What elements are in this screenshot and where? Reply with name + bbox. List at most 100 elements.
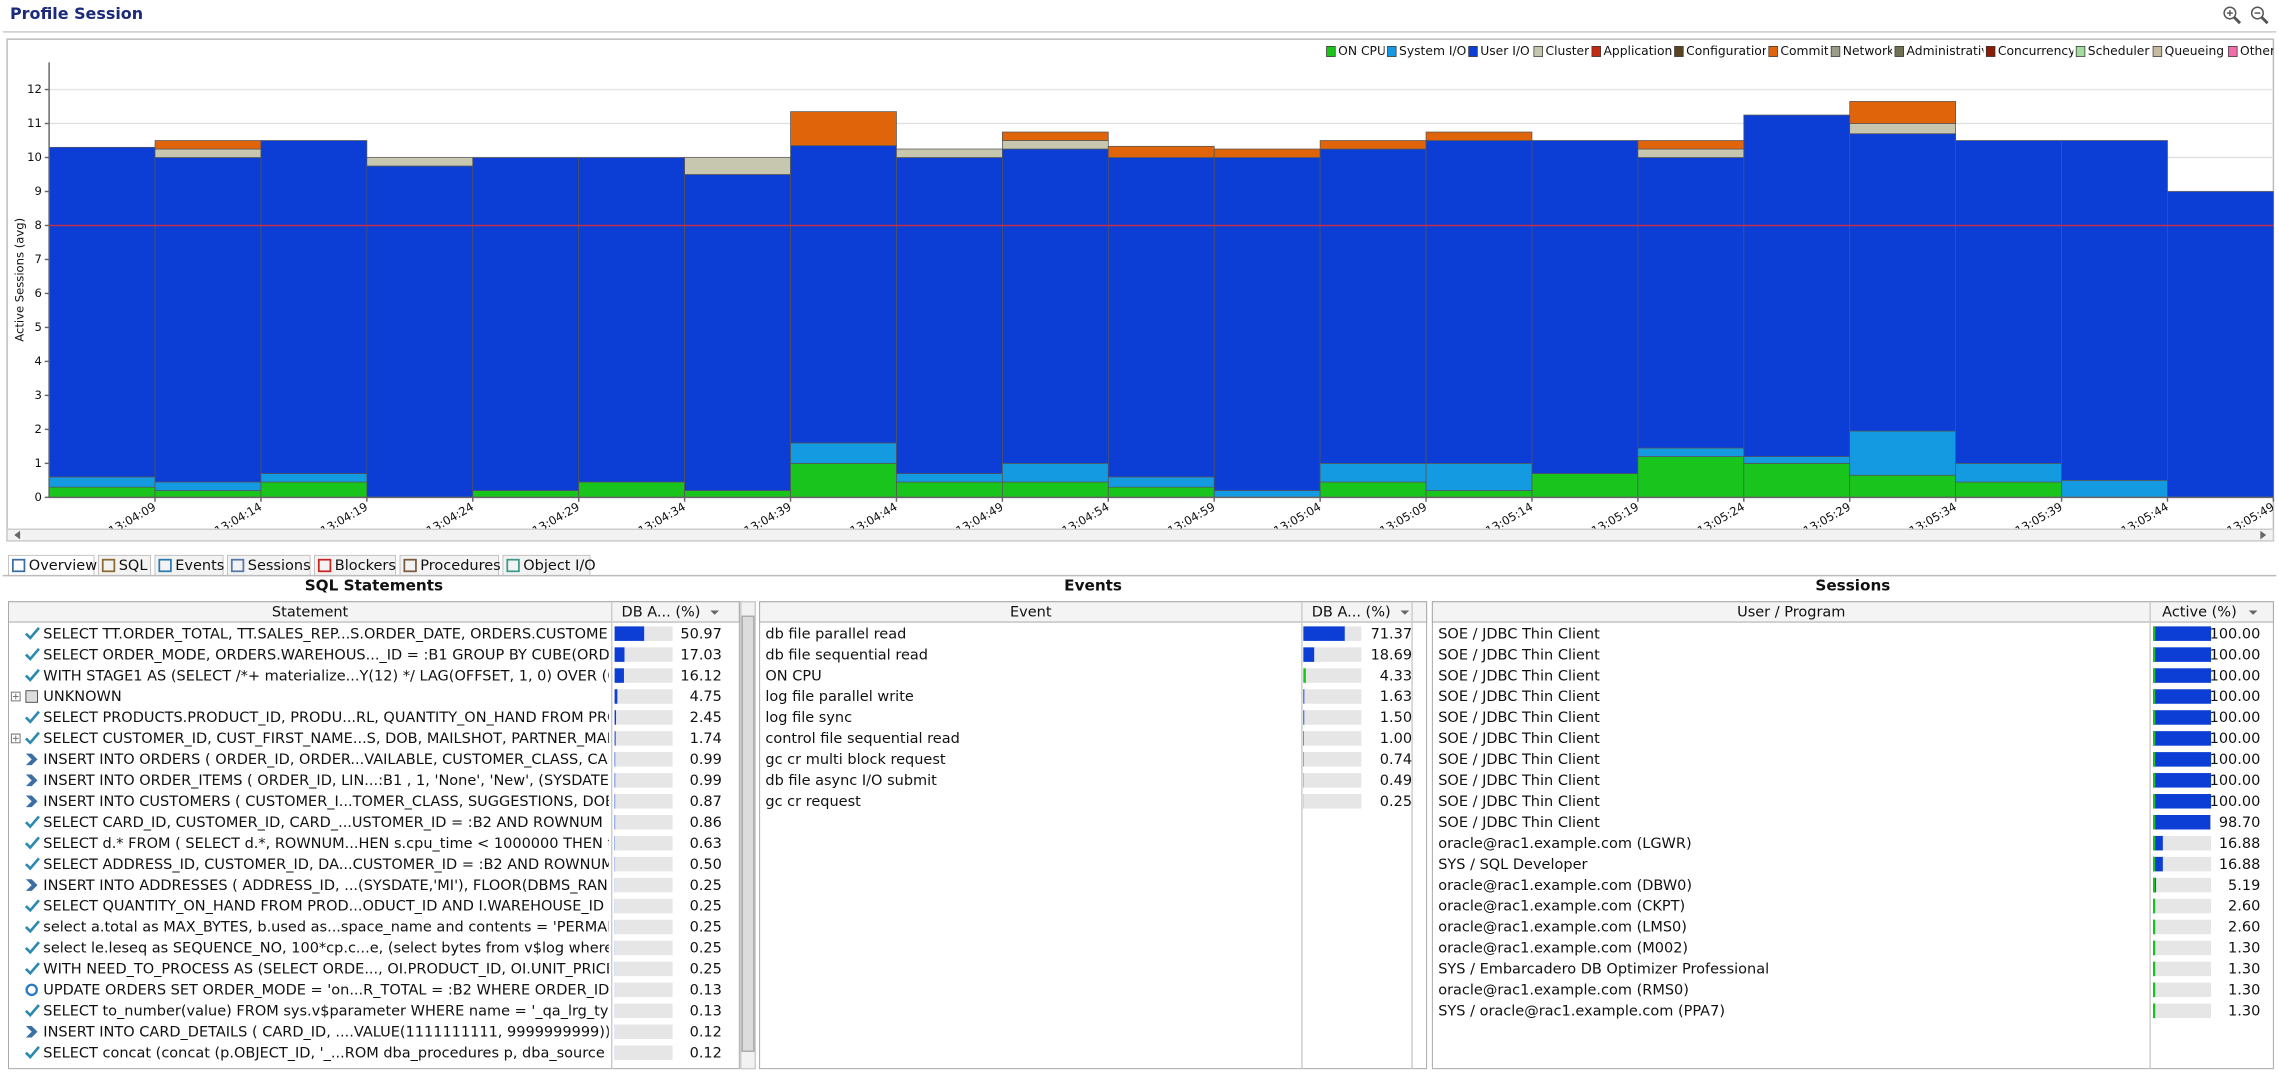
cell-text: SELECT QUANTITY_ON_HAND FROM PROD...ODUC… [43,899,649,915]
tab-icon [230,558,245,573]
table-row[interactable]: SOE / JDBC Thin Client 100.00 [1438,752,2260,768]
legend-item[interactable]: Network [1830,44,1895,58]
table-row[interactable]: SOE / JDBC Thin Client 100.00 [1438,689,2260,705]
column-header[interactable]: DB A... (%) [622,605,701,621]
table-row[interactable]: db file sequential read 18.69 [765,647,1412,663]
bar-segment [1425,140,1533,464]
table-row[interactable]: SELECT CUSTOMER_ID, CUST_FIRST_NAME...S,… [10,731,722,747]
legend-item[interactable]: Administrative [1894,44,1996,58]
table-row[interactable]: SELECT ADDRESS_ID, CUSTOMER_ID, DA...CUS… [24,857,722,873]
share-bar [614,731,616,746]
table-row[interactable]: SYS / SQL Developer 16.88 [1438,857,2260,873]
column-header[interactable]: DB A... (%) [1312,605,1391,621]
table-row[interactable]: SYS / oracle@rac1.example.com (PPA7) 1.30 [1438,1004,2260,1020]
legend-item[interactable]: Queueing [2152,44,2224,58]
legend-item[interactable]: Commit [1768,44,1829,58]
table-row[interactable]: SYS / Embarcadero DB Optimizer Professio… [1438,962,2260,978]
legend-label: Concurrency [1998,44,2076,58]
table-row[interactable]: SOE / JDBC Thin Client 100.00 [1438,731,2260,747]
share-bar [2153,647,2212,662]
legend-item[interactable]: System I/O [1387,44,1466,58]
table-row[interactable]: INSERT INTO CARD_DETAILS ( CARD_ID, ....… [25,1024,722,1040]
table-row[interactable]: INSERT INTO ORDER_ITEMS ( ORDER_ID, LIN.… [25,773,722,789]
table-row[interactable]: gc cr request 0.25 [765,794,1412,810]
cell-text: oracle@rac1.example.com (LMS0) [1438,920,1687,936]
table-row[interactable]: SELECT CARD_ID, CUSTOMER_ID, CARD_...UST… [24,815,722,831]
table-row[interactable]: SELECT QUANTITY_ON_HAND FROM PROD...ODUC… [24,899,722,915]
table-row[interactable]: oracle@rac1.example.com (LMS0) 2.60 [1438,920,2260,936]
table-row[interactable]: ON CPU 4.33 [765,668,1412,684]
tab[interactable]: SQL [97,554,152,577]
table-row[interactable]: SOE / JDBC Thin Client 100.00 [1438,710,2260,726]
table-row[interactable]: INSERT INTO ORDERS ( ORDER_ID, ORDER...V… [25,752,722,768]
cell-text: select le.leseq as SEQUENCE_NO, 100*cp.c… [43,941,655,957]
legend-label: ON CPU [1338,44,1386,58]
table-row[interactable]: gc cr multi block request 0.74 [765,752,1412,768]
table-row[interactable]: SELECT TT.ORDER_TOTAL, TT.SALES_REP...S.… [24,626,722,642]
table-row[interactable]: oracle@rac1.example.com (M002) 1.30 [1438,941,2260,957]
table-row[interactable]: WITH NEED_TO_PROCESS AS (SELECT ORDE...,… [24,962,722,978]
column-header: Statement [272,605,349,621]
table-row[interactable]: SOE / JDBC Thin Client 100.00 [1438,668,2260,684]
table-row[interactable]: SOE / JDBC Thin Client 100.00 [1438,647,2260,663]
table-row[interactable]: SELECT concat (concat (p.OBJECT_ID, '_..… [24,1045,722,1061]
table-row[interactable]: oracle@rac1.example.com (CKPT) 2.60 [1438,899,2260,915]
legend-item[interactable]: Configuration [1674,44,1770,58]
zoom-out[interactable] [2250,6,2269,25]
table-row[interactable]: INSERT INTO ADDRESSES ( ADDRESS_ID, ...(… [25,878,722,894]
table-row[interactable]: SELECT ORDER_MODE, ORDERS.WAREHOUS..._ID… [24,647,722,663]
bar-segment [1849,123,1957,135]
bar-segment [790,463,897,498]
table-row[interactable]: SOE / JDBC Thin Client 100.00 [1438,773,2260,789]
table-row[interactable]: SOE / JDBC Thin Client 100.00 [1438,794,2260,810]
cell-text: oracle@rac1.example.com (M002) [1438,941,1688,957]
table-row[interactable]: INSERT INTO CUSTOMERS ( CUSTOMER_I...TOM… [25,794,722,810]
table-row[interactable]: UPDATE ORDERS SET ORDER_MODE = 'on...R_T… [25,983,722,999]
cell-number: 100.00 [2210,668,2261,684]
tab[interactable]: Overview [8,554,98,577]
table-row[interactable]: SELECT PRODUCTS.PRODUCT_ID, PRODU...RL, … [24,710,722,726]
table-row[interactable]: db file async I/O submit 0.49 [765,773,1412,789]
tab[interactable]: Procedures [399,554,501,577]
h-scrollbar[interactable] [6,528,2275,542]
panel-title: SQL Statements [305,576,443,594]
table-row[interactable]: SOE / JDBC Thin Client 100.00 [1438,626,2260,642]
tab[interactable]: Events [154,554,224,577]
table-row[interactable]: select a.total as MAX_BYTES, b.used as..… [24,920,722,936]
table-row[interactable]: oracle@rac1.example.com (DBW0) 5.19 [1438,878,2260,894]
table-row[interactable]: UNKNOWN 4.75 [10,689,722,705]
cell-number: 0.74 [1380,752,1412,768]
update-icon [25,983,38,997]
legend-item[interactable]: Cluster [1533,44,1590,58]
tab-icon [317,558,332,573]
table-row[interactable]: SELECT to_number(value) FROM sys.v$param… [24,1004,722,1020]
table-row[interactable]: oracle@rac1.example.com (LGWR) 16.88 [1438,836,2260,852]
table-row[interactable]: SELECT d.* FROM ( SELECT d.*, ROWNUM...H… [24,836,722,852]
cell-text: UNKNOWN [43,689,121,705]
zoom-in[interactable] [2223,6,2242,25]
legend-item[interactable]: ON CPU [1326,44,1386,58]
legend-swatch [2228,46,2238,57]
table-row[interactable]: db file parallel read 71.37 [765,626,1412,642]
legend-item[interactable]: Scheduler [2075,44,2150,58]
table-row[interactable]: WITH STAGE1 AS (SELECT /*+ materialize..… [24,668,722,684]
tab[interactable]: Blockers [314,554,397,577]
table-row[interactable]: log file parallel write 1.63 [765,689,1412,705]
tab[interactable]: Object I/O [502,554,596,577]
table-row[interactable]: log file sync 1.50 [765,710,1412,726]
column-header[interactable]: Active (%) [2162,605,2237,621]
legend-item[interactable]: Concurrency [1985,44,2076,58]
legend-item[interactable]: Application [1591,44,1672,58]
table-row[interactable]: SOE / JDBC Thin Client 98.70 [1438,815,2260,831]
bar-segment [472,157,580,491]
table-row[interactable]: select le.leseq as SEQUENCE_NO, 100*cp.c… [24,941,722,957]
table-row[interactable]: control file sequential read 1.00 [765,731,1412,747]
cell-text: gc cr request [765,794,861,810]
cell-text: SOE / JDBC Thin Client [1438,731,1600,747]
legend-item[interactable]: Other [2228,44,2275,58]
v-scrollbar[interactable] [740,601,756,1070]
legend-item[interactable]: User I/O [1468,44,1530,58]
table-row[interactable]: oracle@rac1.example.com (RMS0) 1.30 [1438,983,2260,999]
bar-segment [684,490,791,498]
tab[interactable]: Sessions [227,554,311,577]
